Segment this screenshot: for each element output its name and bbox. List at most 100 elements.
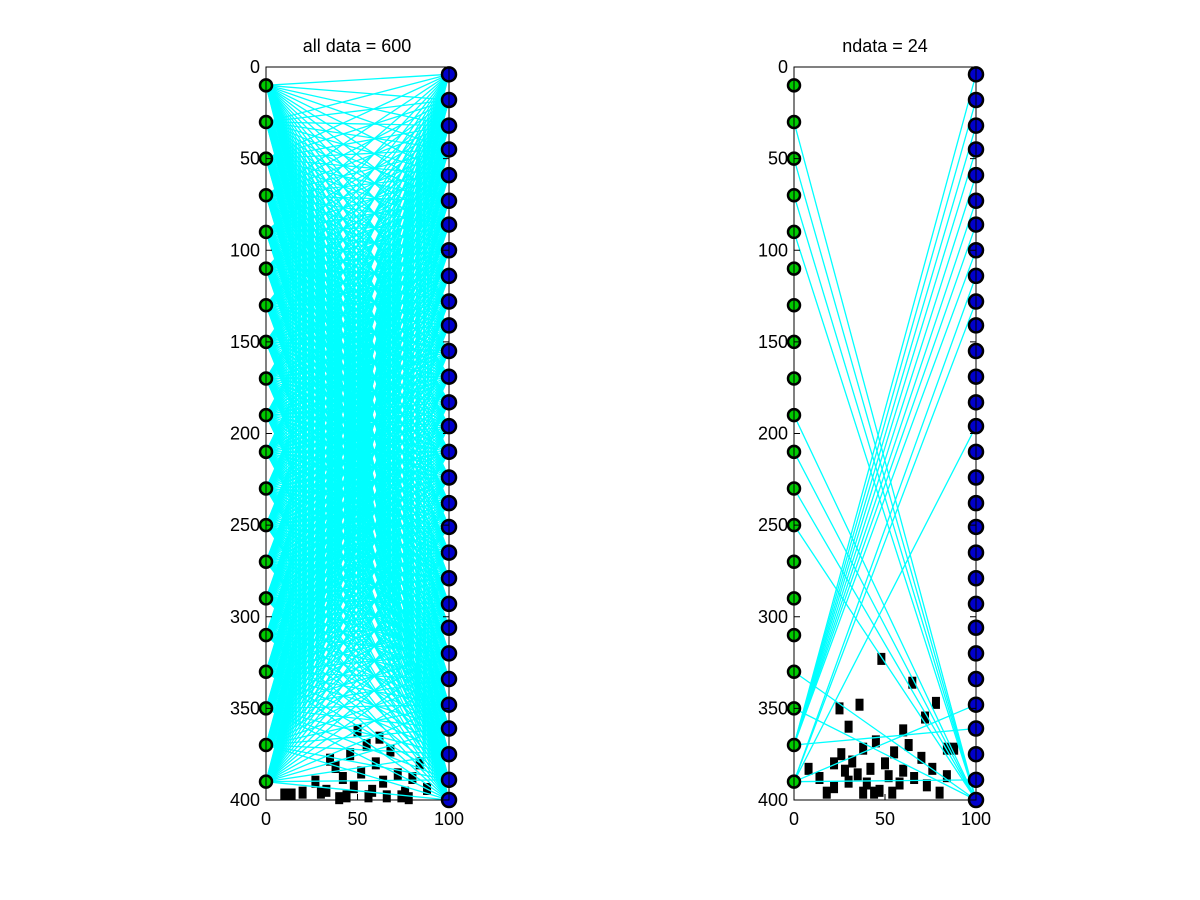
- subplot-left-connection-line-121: [265, 99, 450, 233]
- subplot-left-connection-line-580: [265, 325, 450, 782]
- subplot-right-ytick-label-3: 150: [758, 332, 788, 352]
- subplot-left-plot-area: [258, 66, 458, 809]
- subplot-right-block-36: [830, 757, 839, 770]
- subplot-left-connection-line-349: [265, 487, 450, 554]
- subplot-right-connection-line-15: [793, 250, 977, 746]
- subplot-left-block-25: [397, 790, 406, 803]
- subplot-left-connection-line-0: [265, 73, 450, 86]
- subplot-left-connection-line-589: [265, 552, 450, 783]
- subplot-left-connection-line-578: [265, 275, 450, 782]
- subplot-left-connection-line-540: [265, 74, 450, 746]
- subplot-right-ytick-label-5: 250: [758, 515, 788, 535]
- subplot-left-connection-line-588: [265, 526, 450, 783]
- subplot-left-block-26: [364, 790, 373, 803]
- subplot-right-connection-line-13: [793, 200, 977, 746]
- subplot-left-ytick-label-5: 250: [230, 515, 260, 535]
- subplot-right-connection-line-17: [793, 301, 977, 782]
- subplot-left-ytick-label-4: 200: [230, 424, 260, 444]
- subplot-left-connection-line-599: [265, 781, 450, 801]
- subplot-right-connection-line-3: [793, 231, 977, 801]
- subplot-right-title: ndata = 24: [842, 36, 928, 56]
- subplot-left-block-24: [382, 790, 391, 803]
- subplot-left-connection-line-241: [265, 99, 450, 379]
- subplot-left-connection-line-585: [265, 451, 450, 782]
- subplot-left-connection-line-567: [265, 744, 450, 755]
- subplot-right-block-24: [935, 786, 944, 799]
- subplot-left-connection-line-573: [265, 149, 450, 782]
- subplot-right-block-8: [853, 768, 862, 781]
- subplot-left-connection-line-30: [265, 73, 450, 123]
- subplot-left-block-5: [331, 761, 340, 774]
- subplot-right-connection-line-5: [793, 451, 977, 801]
- subplot-left-connection-line-575: [265, 200, 450, 782]
- subplot-left-xtick-label-1: 50: [347, 809, 367, 829]
- subplot-left-connection-line-544: [265, 174, 450, 746]
- subplot-left-connection-line-331: [265, 99, 450, 489]
- subplot-left-connection-line-512: [265, 125, 450, 709]
- subplot-left-connection-line-510: [265, 74, 450, 709]
- subplot-left-connection-line-420: [265, 74, 450, 599]
- subplot-right-ytick-label-0: 0: [778, 57, 788, 77]
- subplot-left-connection-line-480: [265, 74, 450, 672]
- subplot-left-xtick-label-2: 100: [434, 809, 464, 829]
- subplot-left-connection-line-595: [265, 704, 450, 783]
- subplot-right-block-39: [870, 786, 879, 799]
- subplot-left-ytick-label-8: 400: [230, 790, 260, 810]
- subplot-right-block-12: [871, 735, 880, 748]
- subplot-left-connection-line-592: [265, 627, 450, 783]
- subplot-left-connection-line-210: [265, 73, 450, 343]
- subplot-right-connection-line-9: [793, 99, 977, 746]
- subplot-left-connection-line-481: [265, 99, 450, 672]
- subplot-left-connection-line-270: [265, 74, 450, 416]
- subplot-left-connection-line-581: [265, 350, 450, 782]
- subplot-right-connection-line-22: [793, 707, 977, 801]
- subplot-left-connection-line-450: [265, 74, 450, 636]
- subplot-right-block-30: [877, 652, 886, 665]
- subplot-left-connection-line-91: [265, 99, 450, 196]
- subplot-left-connection-line-411: [265, 561, 450, 605]
- subplot-right-connection-line-6: [793, 488, 977, 801]
- subplot-left-connection-line-451: [265, 99, 450, 636]
- subplot-right-ytick-label-8: 400: [758, 790, 788, 810]
- subplot-left-connection-line-482: [265, 125, 450, 672]
- subplot-left-connection-line-181: [265, 99, 450, 306]
- subplot-left-connection-line-568: [265, 744, 450, 781]
- subplot-right-block-0: [804, 762, 813, 775]
- subplot-right-block-17: [895, 777, 904, 790]
- subplot-right-block-11: [866, 762, 875, 775]
- subplot-left-connection-line-572: [265, 125, 450, 782]
- subplot-left-connection-line-546: [265, 224, 450, 746]
- subplot-right-block-1: [815, 772, 824, 785]
- subplot-left-connection-line-105: [265, 194, 450, 453]
- subplot-left-connection-line-3: [265, 84, 450, 151]
- subplot-left-connection-line-421: [265, 99, 450, 599]
- subplot-left-connection-line-330: [265, 74, 450, 489]
- subplot-left-block-2: [298, 786, 307, 799]
- subplot-left-connection-line-576: [265, 224, 450, 782]
- subplot-right-ytick-label-1: 50: [768, 149, 788, 169]
- subplot-left-connection-line-211: [265, 99, 450, 343]
- subplot-right-xtick-label-2: 100: [961, 809, 991, 829]
- subplot-right-connection-line-20: [793, 704, 977, 783]
- subplot-left-connection-line-361: [265, 99, 450, 526]
- subplot-left-connection-line-31: [265, 99, 450, 123]
- subplot-left-connection-line-422: [265, 125, 450, 599]
- subplot-right-block-32: [908, 676, 917, 689]
- subplot-right-connection-line-14: [793, 224, 977, 746]
- subplot-left-connection-line-61: [265, 99, 450, 160]
- subplot-right-block-21: [917, 751, 926, 764]
- subplot-right-connection-line-7: [793, 524, 977, 801]
- subplot-left-connection-line-586: [265, 477, 450, 783]
- subplot-right-block-7: [848, 755, 857, 768]
- subplot-right-block-13: [875, 784, 884, 797]
- subplot-left-block-4: [322, 784, 331, 797]
- subplot-left-title: all data = 600: [303, 36, 412, 56]
- subplot-left-connection-line-271: [265, 99, 450, 416]
- subplot-right-ytick-label-4: 200: [758, 424, 788, 444]
- subplot-right-ytick-label-7: 350: [758, 698, 788, 718]
- subplot-right-block-19: [904, 739, 913, 752]
